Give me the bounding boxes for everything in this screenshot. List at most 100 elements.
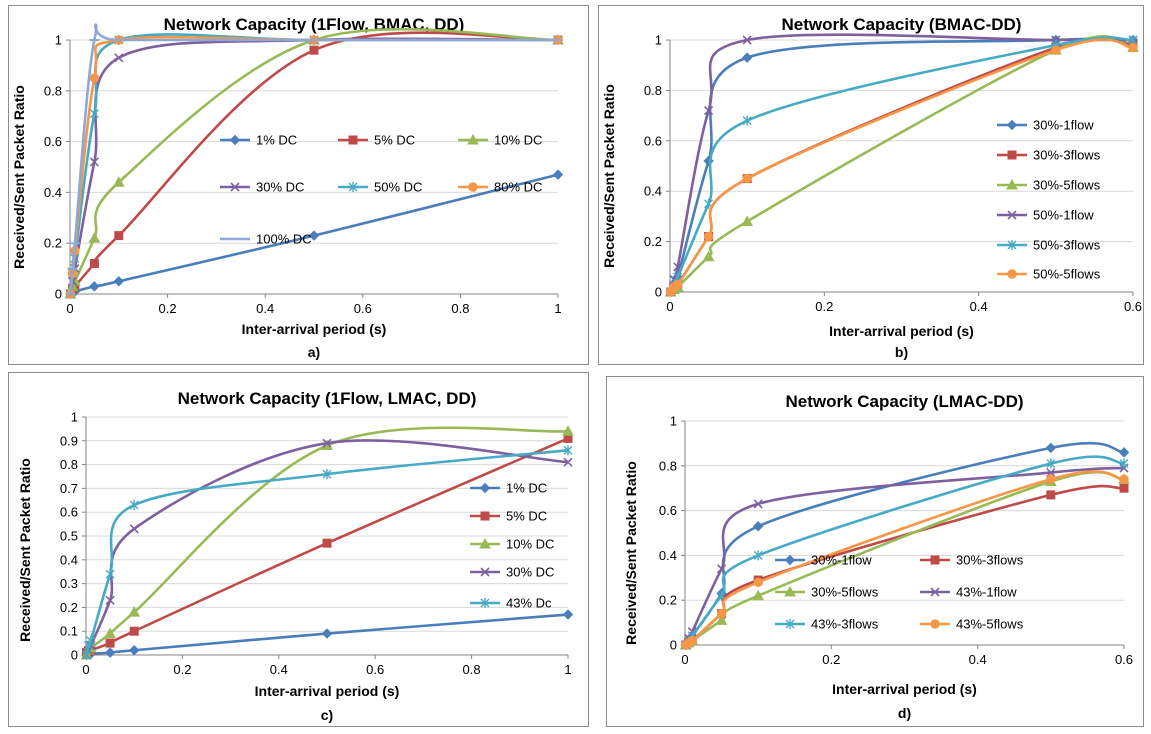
y-tick-label: 0.8 xyxy=(659,458,677,473)
legend-entry: 30%-5flows xyxy=(997,178,1101,193)
legend-entry: 10% DC xyxy=(458,133,542,148)
data-point xyxy=(105,595,115,605)
legend-label: 1% DC xyxy=(256,133,297,148)
y-tick-label: 0 xyxy=(670,638,677,653)
legend-label: 30%-1flow xyxy=(811,553,872,568)
chart-title: Network Capacity (LMAC-DD) xyxy=(785,392,1023,411)
y-tick-label: 0.8 xyxy=(60,457,78,472)
y-tick-label: 0.4 xyxy=(644,184,662,199)
y-axis-label: Received/Sent Packet Ratio xyxy=(17,458,33,642)
panel-label: b) xyxy=(895,344,908,360)
legend-marker xyxy=(480,598,490,608)
legend-marker xyxy=(348,135,358,145)
data-point xyxy=(81,650,91,660)
y-tick-label: 0.1 xyxy=(60,624,78,639)
legend-label: 30%-3flows xyxy=(956,553,1024,568)
data-point xyxy=(753,577,763,587)
legend-label: 43%-5flows xyxy=(956,617,1024,632)
x-tick-label: 0 xyxy=(681,652,688,667)
legend-marker xyxy=(1007,150,1017,160)
y-axis-label: Received/Sent Packet Ratio xyxy=(601,84,617,268)
data-point xyxy=(128,645,140,656)
x-tick-label: 0 xyxy=(666,299,673,314)
data-point xyxy=(1046,490,1056,500)
series-43-dc xyxy=(81,445,573,660)
y-tick-label: 1 xyxy=(655,33,662,48)
legend-marker xyxy=(784,554,796,566)
legend-marker xyxy=(468,182,478,192)
x-tick-label: 0.6 xyxy=(1124,299,1142,314)
data-point xyxy=(1119,458,1129,469)
data-point xyxy=(89,108,99,119)
data-point xyxy=(741,215,754,226)
data-point xyxy=(1118,447,1130,458)
data-point xyxy=(703,231,714,242)
series-43-5flows xyxy=(681,470,1129,650)
y-tick-label: 0 xyxy=(71,648,78,663)
y-tick-label: 0.7 xyxy=(60,481,78,496)
legend-label: 30%-5flows xyxy=(811,585,879,600)
legend-marker xyxy=(479,482,491,494)
legend-marker xyxy=(1007,269,1017,279)
legend-entry: 5% DC xyxy=(470,509,547,524)
legend-label: 30%-5flows xyxy=(1033,178,1101,193)
legend-marker xyxy=(229,134,241,146)
data-point xyxy=(562,609,574,620)
data-point xyxy=(753,550,763,561)
y-tick-label: 1 xyxy=(55,33,62,48)
x-axis-label: Inter-arrival period (s) xyxy=(242,321,387,337)
legend-entry: 100% DC xyxy=(220,232,312,247)
data-point xyxy=(112,176,125,187)
data-point xyxy=(321,628,333,639)
legend-entry: 5% DC xyxy=(338,133,415,148)
y-tick-label: 0.2 xyxy=(44,236,62,251)
data-point xyxy=(129,500,139,511)
y-tick-label: 0.6 xyxy=(644,133,662,148)
data-point xyxy=(563,445,573,456)
legend-marker xyxy=(785,619,795,629)
data-point xyxy=(1046,458,1056,469)
legend-entry: 43%-3flows xyxy=(775,617,879,632)
legend-label: 100% DC xyxy=(256,232,312,247)
data-point xyxy=(114,231,124,241)
data-point xyxy=(742,35,752,45)
y-tick-label: 0.8 xyxy=(644,83,662,98)
y-tick-label: 0.9 xyxy=(60,433,78,448)
legend-label: 50% DC xyxy=(374,180,422,195)
data-point xyxy=(105,569,115,580)
data-point xyxy=(742,115,752,126)
legend-label: 5% DC xyxy=(506,509,547,524)
legend-label: 30% DC xyxy=(256,180,304,195)
data-point xyxy=(129,626,139,636)
legend-marker xyxy=(1007,240,1017,250)
x-tick-label: 0.4 xyxy=(270,662,288,677)
legend-entry: 1% DC xyxy=(220,133,297,148)
legend-marker xyxy=(348,182,358,192)
y-tick-label: 0.4 xyxy=(44,185,62,200)
data-point xyxy=(88,232,101,243)
data-point xyxy=(104,647,116,658)
legend-marker xyxy=(784,585,796,597)
data-point xyxy=(129,524,139,534)
data-point xyxy=(322,469,332,480)
series-100-dc xyxy=(65,23,563,295)
data-point xyxy=(717,590,727,601)
legend-marker xyxy=(1006,119,1018,131)
legend-marker xyxy=(930,619,940,629)
y-tick-label: 0.2 xyxy=(60,600,78,615)
y-tick-label: 0.4 xyxy=(659,548,677,563)
data-point xyxy=(89,259,99,269)
legend-label: 30%-1flow xyxy=(1033,118,1094,133)
data-point xyxy=(1045,442,1057,454)
data-point xyxy=(717,564,727,574)
legend-entry: 30%-3flows xyxy=(997,148,1101,163)
legend-label: 50%-3flows xyxy=(1033,238,1101,253)
legend-marker xyxy=(1006,178,1018,190)
data-point xyxy=(105,638,115,648)
data-point xyxy=(113,276,125,287)
legend-marker xyxy=(1007,210,1017,220)
y-tick-label: 0.3 xyxy=(60,576,78,591)
chart-frame xyxy=(598,5,1144,365)
data-point xyxy=(716,608,727,619)
